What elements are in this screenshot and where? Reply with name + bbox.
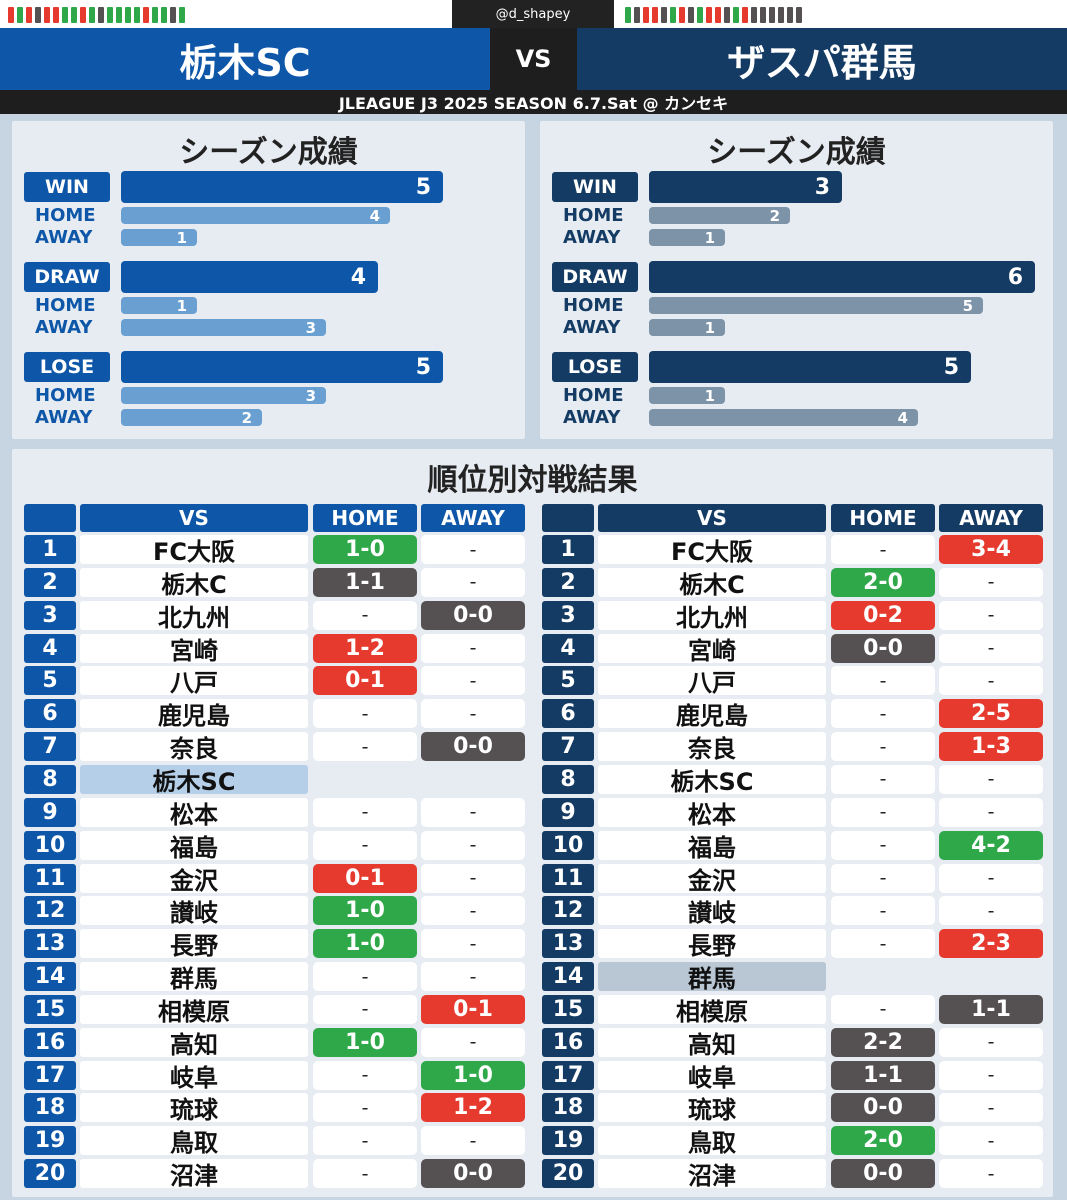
- form-left-dot: [17, 7, 23, 23]
- left-win-total-bar: 5: [121, 171, 443, 203]
- left-away-label: AWAY: [35, 227, 93, 248]
- right-draw-tag: DRAW: [552, 262, 638, 292]
- form-right-dot: [724, 7, 730, 23]
- form-right-dot: [796, 7, 802, 23]
- right-home-label: HOME: [563, 385, 624, 406]
- form-left-dot: [134, 7, 140, 23]
- form-left-dot: [71, 7, 77, 23]
- right-lose-total-bar: 5: [649, 351, 971, 383]
- form-left-dot: [152, 7, 158, 23]
- left-win-home-bar: 4: [121, 207, 390, 225]
- form-right-dot: [688, 7, 694, 23]
- left-draw-tag: DRAW: [24, 262, 110, 292]
- form-right-dot: [661, 7, 667, 23]
- right-draw-away-bar: 1: [649, 319, 725, 337]
- left-win-tag: WIN: [24, 172, 110, 202]
- right-draw-home-bar: 5: [649, 297, 983, 315]
- form-left-dot: [62, 7, 68, 23]
- right-lose-tag: LOSE: [552, 352, 638, 382]
- vs-label: VS: [490, 28, 577, 90]
- right-win-total-bar: 3: [649, 171, 842, 203]
- form-right-dot: [643, 7, 649, 23]
- left-home-label: HOME: [35, 295, 96, 316]
- form-right-dot: [652, 7, 658, 23]
- team-left-name: 栃木SC: [0, 28, 490, 90]
- form-right-dot: [634, 7, 640, 23]
- form-left-dot: [161, 7, 167, 23]
- left-away-label: AWAY: [35, 407, 93, 428]
- form-left-dot: [35, 7, 41, 23]
- form-right-dot: [733, 7, 739, 23]
- form-right-dot: [679, 7, 685, 23]
- left-lose-total-bar: 5: [121, 351, 443, 383]
- form-right-dot: [715, 7, 721, 23]
- right-away-label: AWAY: [563, 407, 621, 428]
- form-left-dot: [53, 7, 59, 23]
- form-left-dot: [89, 7, 95, 23]
- team-right-name: ザスパ群馬: [577, 28, 1067, 90]
- form-left-dot: [116, 7, 122, 23]
- form-left-dot: [44, 7, 50, 23]
- author-handle: @d_shapey: [452, 0, 614, 28]
- ranking-title: 順位別対戦結果: [427, 463, 638, 498]
- form-left-dot: [170, 7, 176, 23]
- left-draw-home-bar: 1: [121, 297, 197, 315]
- right-away-label: AWAY: [563, 227, 621, 248]
- form-right-dot: [697, 7, 703, 23]
- season-panel-right: シーズン成績 WIN 3 HOME 2 AWAY 1 DRAW 6 HOME 5 AWAY 1 LOSE…: [540, 121, 1053, 439]
- right-win-home-bar: 2: [649, 207, 790, 225]
- form-left-dot: [26, 7, 32, 23]
- left-away-label: AWAY: [35, 317, 93, 338]
- form-right-dot: [751, 7, 757, 23]
- form-right-dot: [787, 7, 793, 23]
- form-left-dot: [179, 7, 185, 23]
- form-left-dot: [125, 7, 131, 23]
- season-panel-left: シーズン成績 WIN 5 HOME 4 AWAY 1 DRAW 4 HOME 1 AWAY 3 LOSE…: [12, 121, 525, 439]
- right-home-label: HOME: [563, 205, 624, 226]
- right-lose-home-bar: 1: [649, 387, 725, 405]
- form-right-dot: [625, 7, 631, 23]
- form-left-dot: [107, 7, 113, 23]
- season-title-left: シーズン成績: [179, 135, 358, 170]
- form-right-dot: [778, 7, 784, 23]
- form-right-dot: [769, 7, 775, 23]
- form-left-dot: [143, 7, 149, 23]
- left-lose-away-bar: 2: [121, 409, 262, 427]
- form-left-dot: [80, 7, 86, 23]
- right-home-label: HOME: [563, 295, 624, 316]
- left-lose-tag: LOSE: [24, 352, 110, 382]
- left-lose-home-bar: 3: [121, 387, 326, 405]
- form-strip-right: [625, 7, 802, 23]
- form-right-dot: [760, 7, 766, 23]
- left-home-label: HOME: [35, 385, 96, 406]
- left-draw-away-bar: 3: [121, 319, 326, 337]
- right-win-away-bar: 1: [649, 229, 725, 247]
- left-draw-total-bar: 4: [121, 261, 378, 293]
- form-strip-left: [8, 7, 185, 23]
- form-right-dot: [670, 7, 676, 23]
- right-away-label: AWAY: [563, 317, 621, 338]
- form-left-dot: [98, 7, 104, 23]
- right-win-tag: WIN: [552, 172, 638, 202]
- right-lose-away-bar: 4: [649, 409, 918, 427]
- left-win-away-bar: 1: [121, 229, 197, 247]
- match-subtitle: JLEAGUE J3 2025 SEASON 6.7.Sat @ カンセキ: [0, 90, 1067, 114]
- left-home-label: HOME: [35, 205, 96, 226]
- form-right-dot: [742, 7, 748, 23]
- form-right-dot: [706, 7, 712, 23]
- ranking-panel: 順位別対戦結果: [12, 449, 1053, 1197]
- season-title-right: シーズン成績: [707, 135, 886, 170]
- form-left-dot: [8, 7, 14, 23]
- right-draw-total-bar: 6: [649, 261, 1035, 293]
